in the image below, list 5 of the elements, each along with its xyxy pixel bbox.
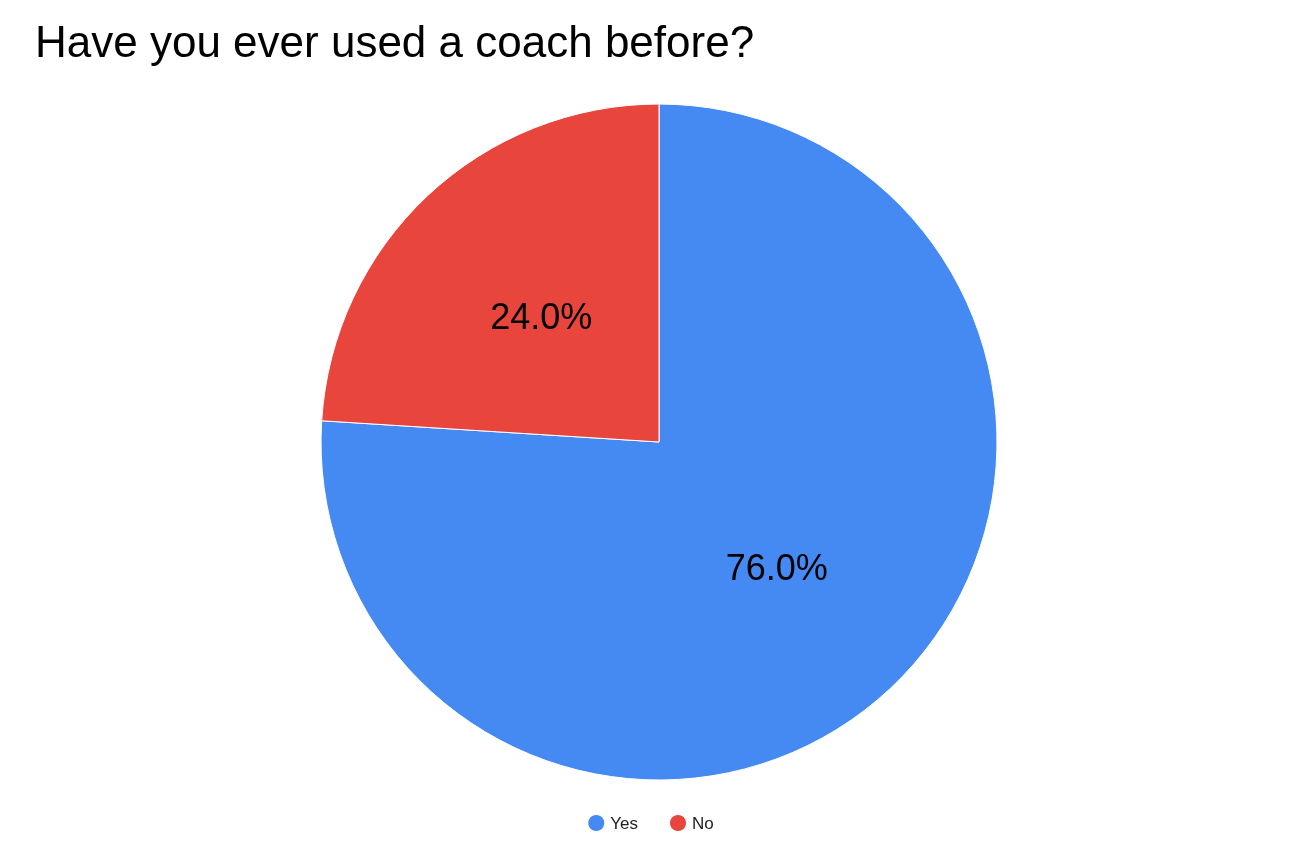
legend-label: No (692, 813, 714, 833)
chart-title: Have you ever used a coach before? (35, 16, 755, 66)
data-label: 76.0% (725, 546, 828, 588)
data-label: 24.0% (490, 296, 593, 338)
legend-label: Yes (610, 813, 638, 833)
